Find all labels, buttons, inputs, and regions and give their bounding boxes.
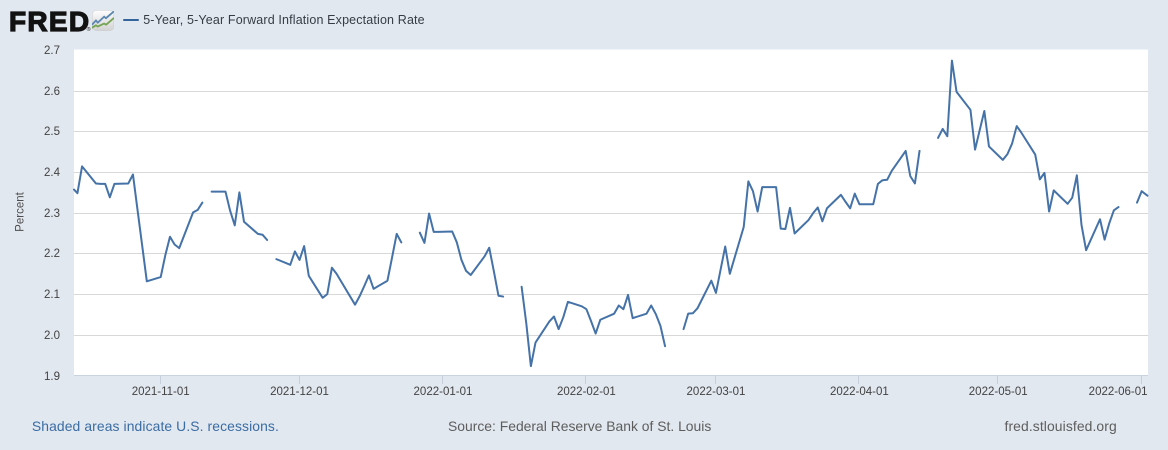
svg-text:2.1: 2.1: [44, 289, 60, 301]
svg-text:2.0: 2.0: [44, 330, 60, 342]
svg-text:2022-06-01: 2022-06-01: [1089, 386, 1148, 398]
svg-text:2.2: 2.2: [44, 248, 60, 260]
svg-text:2.3: 2.3: [44, 208, 60, 220]
svg-text:1.9: 1.9: [44, 371, 60, 383]
svg-text:2.4: 2.4: [44, 167, 61, 179]
svg-text:2021-12-01: 2021-12-01: [270, 386, 329, 398]
svg-text:2022-03-01: 2022-03-01: [687, 386, 746, 398]
svg-text:2.7: 2.7: [44, 45, 60, 57]
svg-text:2.5: 2.5: [44, 126, 60, 138]
svg-text:2022-05-01: 2022-05-01: [969, 386, 1028, 398]
svg-text:2022-02-01: 2022-02-01: [557, 386, 616, 398]
svg-text:2022-01-01: 2022-01-01: [414, 386, 473, 398]
svg-text:2021-11-01: 2021-11-01: [132, 386, 190, 398]
svg-text:2.6: 2.6: [44, 86, 60, 98]
svg-text:2022-04-01: 2022-04-01: [830, 386, 889, 398]
svg-text:Percent: Percent: [15, 191, 27, 231]
